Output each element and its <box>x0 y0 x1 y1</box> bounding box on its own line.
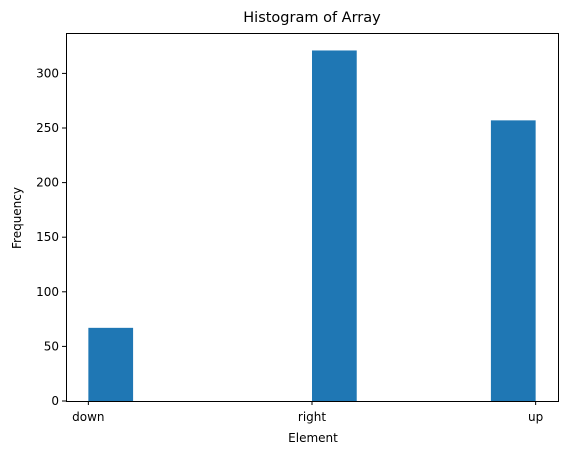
y-tick-label: 50 <box>44 339 59 353</box>
y-tick-label: 250 <box>36 121 59 135</box>
y-tick-label: 300 <box>36 66 59 80</box>
bar-right <box>312 50 357 401</box>
plot-frame <box>66 33 559 402</box>
bar-up <box>490 120 536 402</box>
y-axis-label: Frequency <box>10 187 24 249</box>
bar-down <box>88 327 134 401</box>
x-axis-label: Element <box>288 431 338 445</box>
y-tick-label: 0 <box>51 394 59 408</box>
x-tick-label-down: down <box>72 410 104 424</box>
x-tick-label-right: right <box>298 410 326 424</box>
x-tick-label-up: up <box>528 410 543 424</box>
chart-title: Histogram of Array <box>243 10 381 26</box>
bars-layer <box>88 50 536 402</box>
y-tick-label: 150 <box>36 230 59 244</box>
ticks-layer: 0 50 100 150 200 250 300 down right up <box>36 66 543 424</box>
y-tick-label: 100 <box>36 285 59 299</box>
y-tick-label: 200 <box>36 176 59 190</box>
